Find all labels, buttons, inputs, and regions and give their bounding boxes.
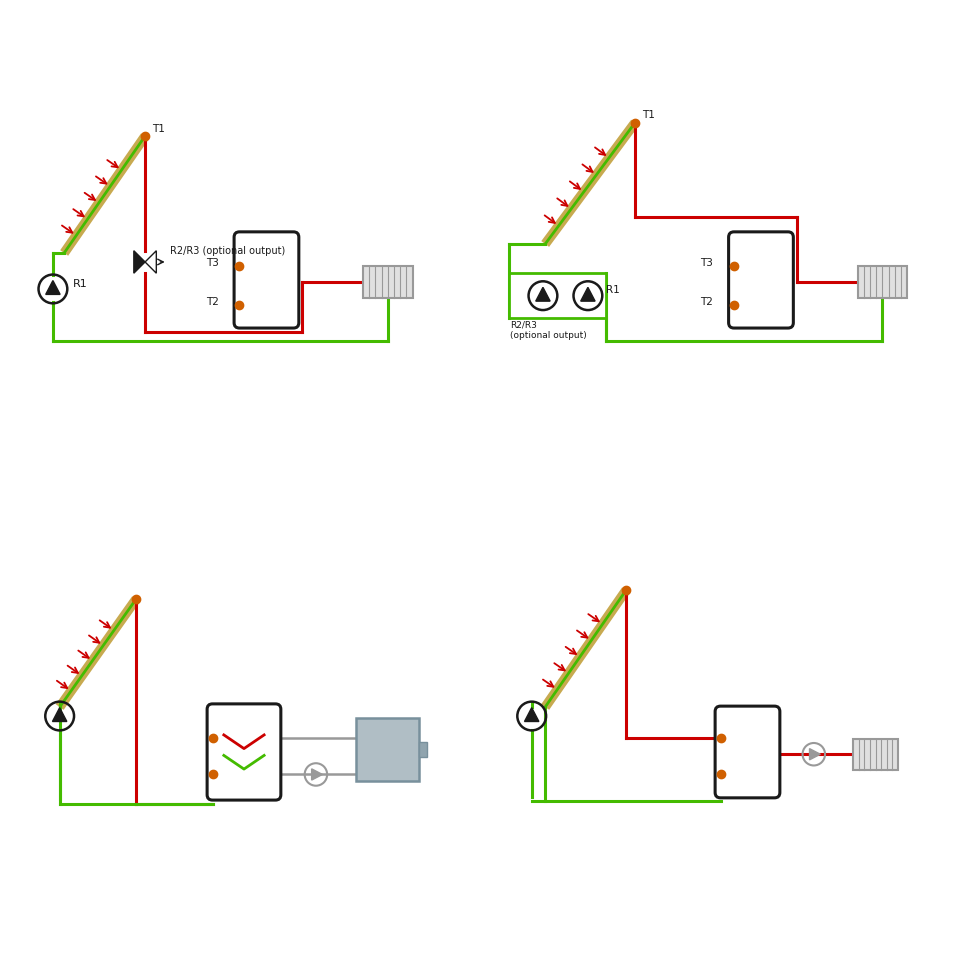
Text: T3: T3 (700, 258, 713, 269)
Polygon shape (581, 287, 595, 301)
Polygon shape (46, 280, 60, 295)
Text: T3: T3 (205, 258, 219, 269)
FancyBboxPatch shape (234, 232, 299, 328)
Polygon shape (133, 251, 145, 274)
Bar (509, 274, 606, 318)
Polygon shape (145, 251, 156, 274)
Text: R2/R3
(optional output): R2/R3 (optional output) (510, 321, 587, 341)
Bar (363, 267, 413, 298)
FancyBboxPatch shape (729, 232, 793, 328)
Bar (857, 267, 907, 298)
Text: R1: R1 (73, 278, 88, 289)
Polygon shape (53, 708, 67, 722)
Polygon shape (524, 708, 539, 722)
Bar (356, 718, 420, 781)
Text: T1: T1 (152, 124, 165, 133)
Text: T2: T2 (700, 297, 713, 306)
Polygon shape (312, 769, 323, 780)
Text: R1: R1 (606, 285, 619, 296)
Text: R2/R3 (optional output): R2/R3 (optional output) (170, 246, 285, 256)
Bar (853, 739, 899, 770)
Polygon shape (809, 749, 820, 760)
Text: T1: T1 (642, 110, 655, 120)
Polygon shape (536, 287, 550, 301)
FancyBboxPatch shape (715, 707, 780, 798)
Text: T2: T2 (205, 297, 219, 306)
FancyBboxPatch shape (207, 704, 281, 800)
Bar (420, 742, 427, 757)
